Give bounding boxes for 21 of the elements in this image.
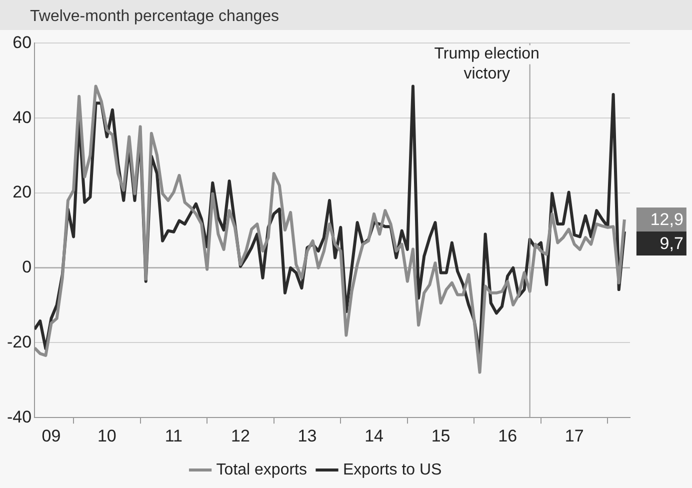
x-tick-label: 09: [42, 426, 61, 446]
y-tick-label: 0: [22, 258, 32, 277]
y-tick-label: 40: [12, 108, 32, 127]
annotation: 12,9: [650, 210, 684, 230]
x-tick-label: 12: [231, 426, 250, 446]
y-tick-label: 60: [12, 32, 32, 52]
legend-label: Exports to US: [343, 461, 442, 478]
chart-subtitle: Twelve-month percentage changes: [0, 0, 692, 30]
x-tick-label: 13: [298, 426, 317, 446]
ref-line-label: Trump election victory: [434, 46, 540, 83]
y-tick-label: 20: [12, 182, 32, 202]
y-tick-label: -40: [6, 407, 32, 426]
x-tick-label: 10: [97, 426, 116, 446]
x-tick-label: 16: [498, 426, 518, 446]
x-tick-label: 11: [164, 426, 183, 446]
x-tick-label: 17: [564, 426, 584, 446]
x-tick-label: 14: [364, 426, 384, 446]
legend-label: Total exports: [216, 461, 308, 478]
x-tick-label: 15: [431, 426, 450, 446]
y-tick-label: -20: [6, 332, 32, 352]
annotation: 9,7: [660, 234, 684, 254]
